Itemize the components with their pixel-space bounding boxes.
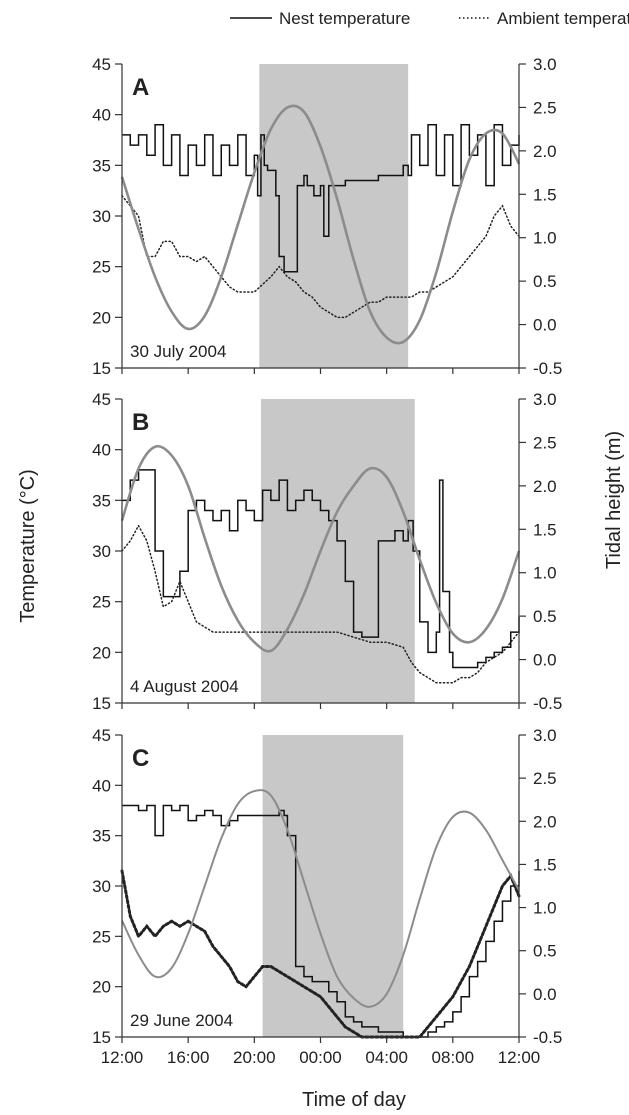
nest-temperature-line (122, 804, 520, 1038)
x-axis-title: Time of day (302, 1089, 406, 1111)
y-right-tick-label: 1.5 (533, 185, 557, 204)
y-left-tick-label: 35 (92, 156, 111, 175)
x-tick-label: 08:00 (432, 1048, 475, 1067)
tidal-height-line (120, 444, 521, 653)
y-left-tick-label: 40 (92, 106, 111, 125)
panel-a: 45 40 35 30 25 20 15 3.0 2.5 2.0 1.5 1.0 0.5 0.0 -0.5 A… (92, 55, 562, 378)
y-right-tick-label: 2.0 (533, 812, 557, 831)
y-right-tick-label: 2.0 (533, 142, 557, 161)
night-shading (260, 399, 415, 703)
y-right-tick-label: 1.0 (533, 229, 557, 248)
y-right-tick-label: 0.0 (533, 316, 557, 335)
y-right-tick-label: 0.0 (533, 985, 557, 1004)
y-left-tick-label: 15 (92, 1028, 111, 1047)
y-left-tick-label: 45 (92, 390, 111, 409)
nest-temperature-line (122, 469, 520, 669)
y-right-tick-label: 3.0 (533, 390, 557, 409)
y-left-tick-label: 40 (92, 441, 111, 460)
legend-ambient-label: Ambient temperature (497, 9, 629, 28)
y-left-tick-label: 20 (92, 978, 111, 997)
panel-label: A (132, 74, 149, 101)
y-right-tick-label: 1.0 (533, 899, 557, 918)
date-label: 29 June 2004 (130, 1011, 233, 1030)
ambient-temperature-line (121, 194, 520, 319)
y-left-tick-label: 30 (92, 542, 111, 561)
legend-nest-label: Nest temperature (279, 9, 410, 28)
y-left-tick-label: 25 (92, 593, 111, 612)
y-right-tick-label: 0.5 (533, 272, 557, 291)
date-label: 4 August 2004 (130, 677, 239, 696)
y-right-tick-label: 2.0 (533, 477, 557, 496)
y-left-tick-label: 20 (92, 308, 111, 327)
y-right-tick-label: 2.5 (533, 769, 557, 788)
y-left-tick-label: 45 (92, 55, 111, 74)
x-tick-label: 12:00 (498, 1048, 541, 1067)
y-right-tick-label: -0.5 (533, 694, 562, 713)
x-tick-label: 12:00 (101, 1048, 144, 1067)
y-right-tick-label: -0.5 (533, 1028, 562, 1047)
x-tick-label: 20:00 (233, 1048, 276, 1067)
y-left-axis-title: Temperature (°C) (17, 469, 39, 623)
y-right-tick-label: 3.0 (533, 55, 557, 74)
panel-label: B (132, 409, 149, 436)
y-left-tick-label: 25 (92, 258, 111, 277)
date-label: 30 July 2004 (130, 342, 226, 361)
tidal-height-line (121, 789, 520, 1008)
y-right-tick-label: 0.5 (533, 607, 557, 626)
x-tick-label: 00:00 (299, 1048, 342, 1067)
y-right-tick-label: 3.0 (533, 726, 557, 745)
ambient-temperature-line (120, 869, 521, 1039)
y-right-tick-label: 2.5 (533, 433, 557, 452)
y-left-tick-label: 20 (92, 643, 111, 662)
y-left-tick-label: 30 (92, 207, 111, 226)
y-right-tick-label: 0.0 (533, 651, 557, 670)
y-left-tick-label: 45 (92, 726, 111, 745)
y-right-tick-label: 1.0 (533, 564, 557, 583)
tidal-height-line (120, 104, 521, 345)
y-right-tick-label: 2.5 (533, 98, 557, 117)
y-left-tick-label: 35 (92, 827, 111, 846)
y-left-tick-label: 15 (92, 359, 111, 378)
nest-temperature-line (122, 124, 520, 273)
y-right-tick-label: 1.5 (533, 855, 557, 874)
x-tick-label: 04:00 (365, 1048, 408, 1067)
y-right-axis-title: Tidal height (m) (603, 431, 625, 569)
y-left-tick-label: 35 (92, 491, 111, 510)
panel-c: 454035302520153.02.52.01.51.00.50.0-0.51… (92, 726, 562, 1067)
y-left-tick-label: 40 (92, 776, 111, 795)
y-right-tick-label: -0.5 (533, 359, 562, 378)
y-left-tick-label: 15 (92, 694, 111, 713)
y-right-tick-label: 1.5 (533, 520, 557, 539)
night-shading (262, 735, 404, 1037)
y-left-tick-label: 30 (92, 877, 111, 896)
y-right-tick-label: 0.5 (533, 942, 557, 961)
night-shading (259, 64, 409, 368)
y-left-tick-label: 25 (92, 927, 111, 946)
x-tick-label: 16:00 (167, 1048, 210, 1067)
panel-label: C (132, 745, 149, 772)
legend: Nest temperature Ambient temperature (230, 9, 629, 28)
ambient-temperature-line (121, 524, 520, 684)
panel-b: 45 40 35 30 25 20 15 3.0 2.5 2.0 1.5 1.0 0.5 0.0 -0.5 B… (92, 390, 562, 713)
